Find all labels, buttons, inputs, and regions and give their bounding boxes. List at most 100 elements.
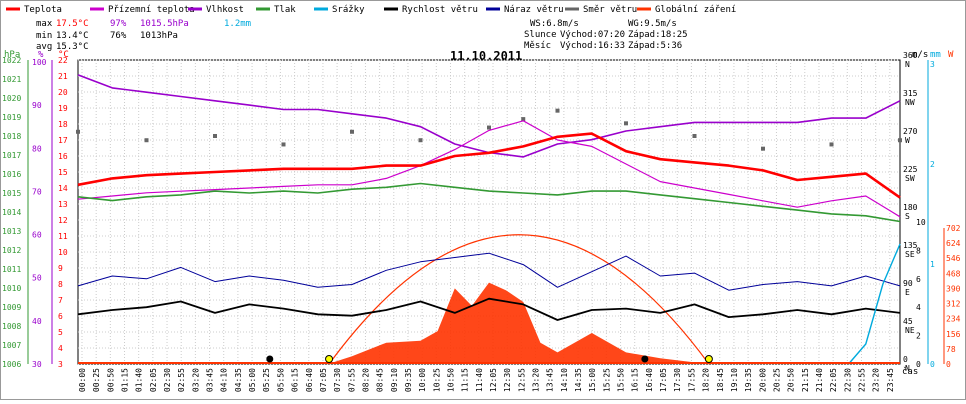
axis-hpa-tick: 1009 (2, 303, 21, 312)
x-tick-label: 23:20 (872, 368, 881, 392)
x-tick-label: 13:20 (532, 368, 541, 392)
stats-min-press: 1013hPa (140, 31, 178, 41)
axis-celsius-label: °C (58, 50, 69, 60)
x-tick-label: 18:20 (702, 368, 711, 392)
axis-celsius-tick: 12 (58, 216, 68, 225)
stats-max-temp: 17.5°C (56, 19, 89, 29)
axis-hpa-label: hPa (4, 50, 20, 60)
x-tick-label: 08:20 (361, 368, 370, 392)
x-tick-label: 10:50 (446, 368, 455, 392)
axis-w-tick: 0 (946, 360, 951, 369)
series-point-smer-vetru (487, 125, 491, 130)
series-point-smer-vetru (213, 134, 217, 138)
axis-celsius-tick: 5 (58, 328, 63, 337)
axis-dir-name: N (905, 60, 910, 69)
axis-w-tick: 468 (946, 269, 961, 278)
x-tick-label: 01:15 (121, 368, 130, 392)
axis-hpa-tick: 1011 (2, 265, 21, 274)
x-tick-label: 02:30 (163, 368, 172, 392)
axis-dir-deg: 270 (903, 127, 918, 136)
axis-percent-tick: 100 (32, 58, 47, 67)
axis-ms-tick: 0 (916, 360, 921, 369)
x-tick-label: 09:10 (390, 368, 399, 392)
x-tick-label: 19:10 (730, 368, 739, 392)
axis-w-tick: 78 (946, 345, 956, 354)
stats-min-label: min (36, 31, 52, 41)
axis-dir-deg: 180 (903, 203, 918, 212)
series-line-teplota (77, 132, 901, 199)
x-tick-label: 12:30 (503, 368, 512, 392)
legend-label: Teplota (24, 5, 62, 15)
series-point-smer-vetru (350, 129, 354, 134)
moonrise-marker (641, 355, 649, 363)
axis-hpa-tick: 1021 (2, 75, 21, 84)
stats-max-rain: 1.2mm (224, 19, 251, 29)
x-tick-label: 01:40 (135, 368, 144, 392)
axis-w-tick: 312 (946, 300, 961, 309)
x-tick-label: 21:40 (815, 368, 824, 392)
axis-hpa-tick: 1007 (2, 341, 21, 350)
x-tick-label: 20:50 (787, 368, 796, 392)
x-tick-label: 17:05 (659, 368, 668, 392)
series-point-smer-vetru (144, 138, 149, 143)
axis-dir-deg: 0 (903, 355, 908, 364)
stats-max-label: max (36, 19, 53, 29)
axis-hpa-tick: 1006 (2, 360, 21, 369)
axis-celsius-tick: 16 (58, 152, 68, 161)
x-tick-label: 11:15 (461, 368, 470, 392)
x-tick-label: 22:30 (843, 368, 852, 392)
axis-mm-tick: 1 (930, 260, 935, 269)
x-tick-label: 17:30 (673, 368, 682, 392)
stats-moonset: Západ:5:36 (628, 41, 682, 51)
legend-label: Vlhkost (206, 5, 244, 15)
series-point-smer-vetru (692, 134, 697, 138)
series-point-smer-vetru (761, 146, 765, 151)
axis-dir-name: W (905, 136, 910, 145)
axis-hpa-tick: 1008 (2, 322, 21, 331)
axis-ms-tick: 2 (916, 332, 921, 341)
axis-ms-tick: 6 (916, 275, 921, 284)
stats-moon-label: Měsíc (524, 41, 551, 51)
series-point-smer-vetru (555, 108, 560, 113)
axis-mm-tick: 2 (930, 160, 935, 169)
axis-dir-deg: 45 (903, 317, 913, 326)
x-tick-label: 18:45 (716, 368, 725, 392)
axis-dir-deg: 360 (903, 51, 918, 60)
x-tick-label: 15:50 (617, 368, 626, 392)
x-tick-label: 13:45 (546, 368, 555, 392)
axis-celsius-tick: 3 (58, 360, 63, 369)
axis-dir-name: N (905, 364, 910, 373)
series-point-smer-vetru (624, 121, 628, 126)
legend-label: Srážky (332, 5, 365, 15)
series-line-přízemní-teplota (77, 120, 901, 218)
series-point-smer-vetru (418, 138, 423, 143)
x-tick-label: 12:55 (517, 368, 526, 392)
series-area-globalni-zareni (328, 282, 709, 364)
stats-moonrise: Východ:16:33 (560, 41, 625, 51)
axis-celsius-tick: 17 (58, 136, 68, 145)
stats-avg-temp: 15.3°C (56, 42, 89, 52)
axis-percent-tick: 80 (32, 144, 42, 153)
axis-celsius-tick: 9 (58, 264, 63, 273)
series-point-smer-vetru (829, 142, 834, 147)
axis-hpa-tick: 1022 (2, 56, 21, 65)
axis-celsius-tick: 21 (58, 72, 68, 81)
stats-sunrise: Východ:07:20 (560, 30, 625, 40)
x-tick-label: 19:35 (744, 368, 753, 392)
series-point-smer-vetru (521, 117, 526, 122)
axis-dir-name: E (905, 288, 910, 297)
x-tick-label: 03:45 (206, 368, 215, 392)
x-tick-label: 05:50 (276, 368, 285, 392)
axis-celsius-tick: 7 (58, 296, 63, 305)
axis-celsius-tick: 15 (58, 168, 68, 177)
axis-percent-tick: 30 (32, 360, 42, 369)
axis-w-tick: 702 (946, 224, 961, 233)
stats-ws: WS:6.8m/s (530, 19, 579, 29)
axis-dir-name: S (905, 212, 910, 221)
axis-ms-tick: 4 (916, 303, 921, 312)
x-tick-label: 10:25 (432, 368, 441, 392)
axis-mm-label: mm (930, 50, 941, 60)
x-tick-label: 04:10 (220, 368, 229, 392)
x-tick-label: 20:25 (772, 368, 781, 392)
